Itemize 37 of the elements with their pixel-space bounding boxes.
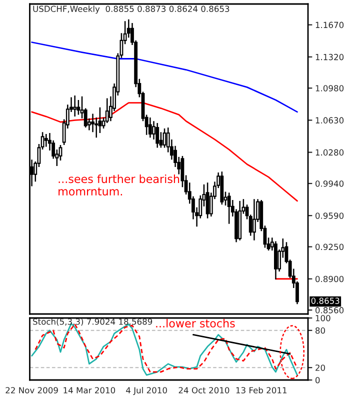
candlestick: [156, 122, 160, 148]
annotation: ...sees further bearish momrntum.: [58, 174, 180, 196]
y-tick-label: 1.1320: [316, 54, 344, 60]
chart-title: Stoch(5,3,3) 7.9024 18.5689: [33, 318, 152, 326]
y-tick-label: 20: [316, 364, 325, 371]
annotation: ...lower stochs: [156, 318, 235, 328]
y-tick-label: 100: [316, 314, 330, 322]
line-series: [31, 102, 298, 202]
candlestick: [44, 133, 48, 148]
x-tick-label: 4 Jul 2010: [126, 386, 167, 395]
x-tick-label: 22 Nov 2009: [6, 387, 58, 394]
chart-title: USDCHF,Weekly 0.8855 0.8873 0.8624 0.8653: [33, 6, 230, 14]
candlestick: [206, 182, 210, 219]
y-tick-label: 1.1670: [316, 22, 344, 28]
candlestick: [76, 99, 80, 116]
y-tick-label: 1.0280: [316, 149, 344, 156]
y-tick-label: 0.9590: [315, 212, 344, 219]
x-tick-label: 13 Feb 2011: [236, 386, 287, 394]
annotation: 0.8653: [311, 298, 340, 304]
y-tick-label: 0.8560: [315, 307, 344, 314]
y-tick-label: 1.0980: [316, 85, 344, 92]
candlestick: [98, 106, 102, 134]
y-tick-label: 0.8900: [315, 276, 344, 282]
candlestick: [162, 128, 166, 148]
y-tick-label: 0.9940: [315, 180, 344, 187]
y-tick-label: 1.0630: [316, 117, 344, 124]
line-series: [31, 42, 298, 113]
x-tick-label: 14 Mar 2010: [64, 387, 116, 394]
y-tick-label: 0.9250: [315, 244, 344, 250]
candlestick: [227, 192, 231, 224]
y-tick-label: 0: [315, 376, 320, 384]
candlestick: [73, 94, 77, 118]
x-tick-label: 24 Oct 2010: [178, 387, 230, 394]
candlestick: [252, 198, 256, 241]
candlestick: [94, 116, 98, 138]
y-tick-label: 80: [316, 327, 325, 334]
candlestick: [148, 116, 152, 138]
